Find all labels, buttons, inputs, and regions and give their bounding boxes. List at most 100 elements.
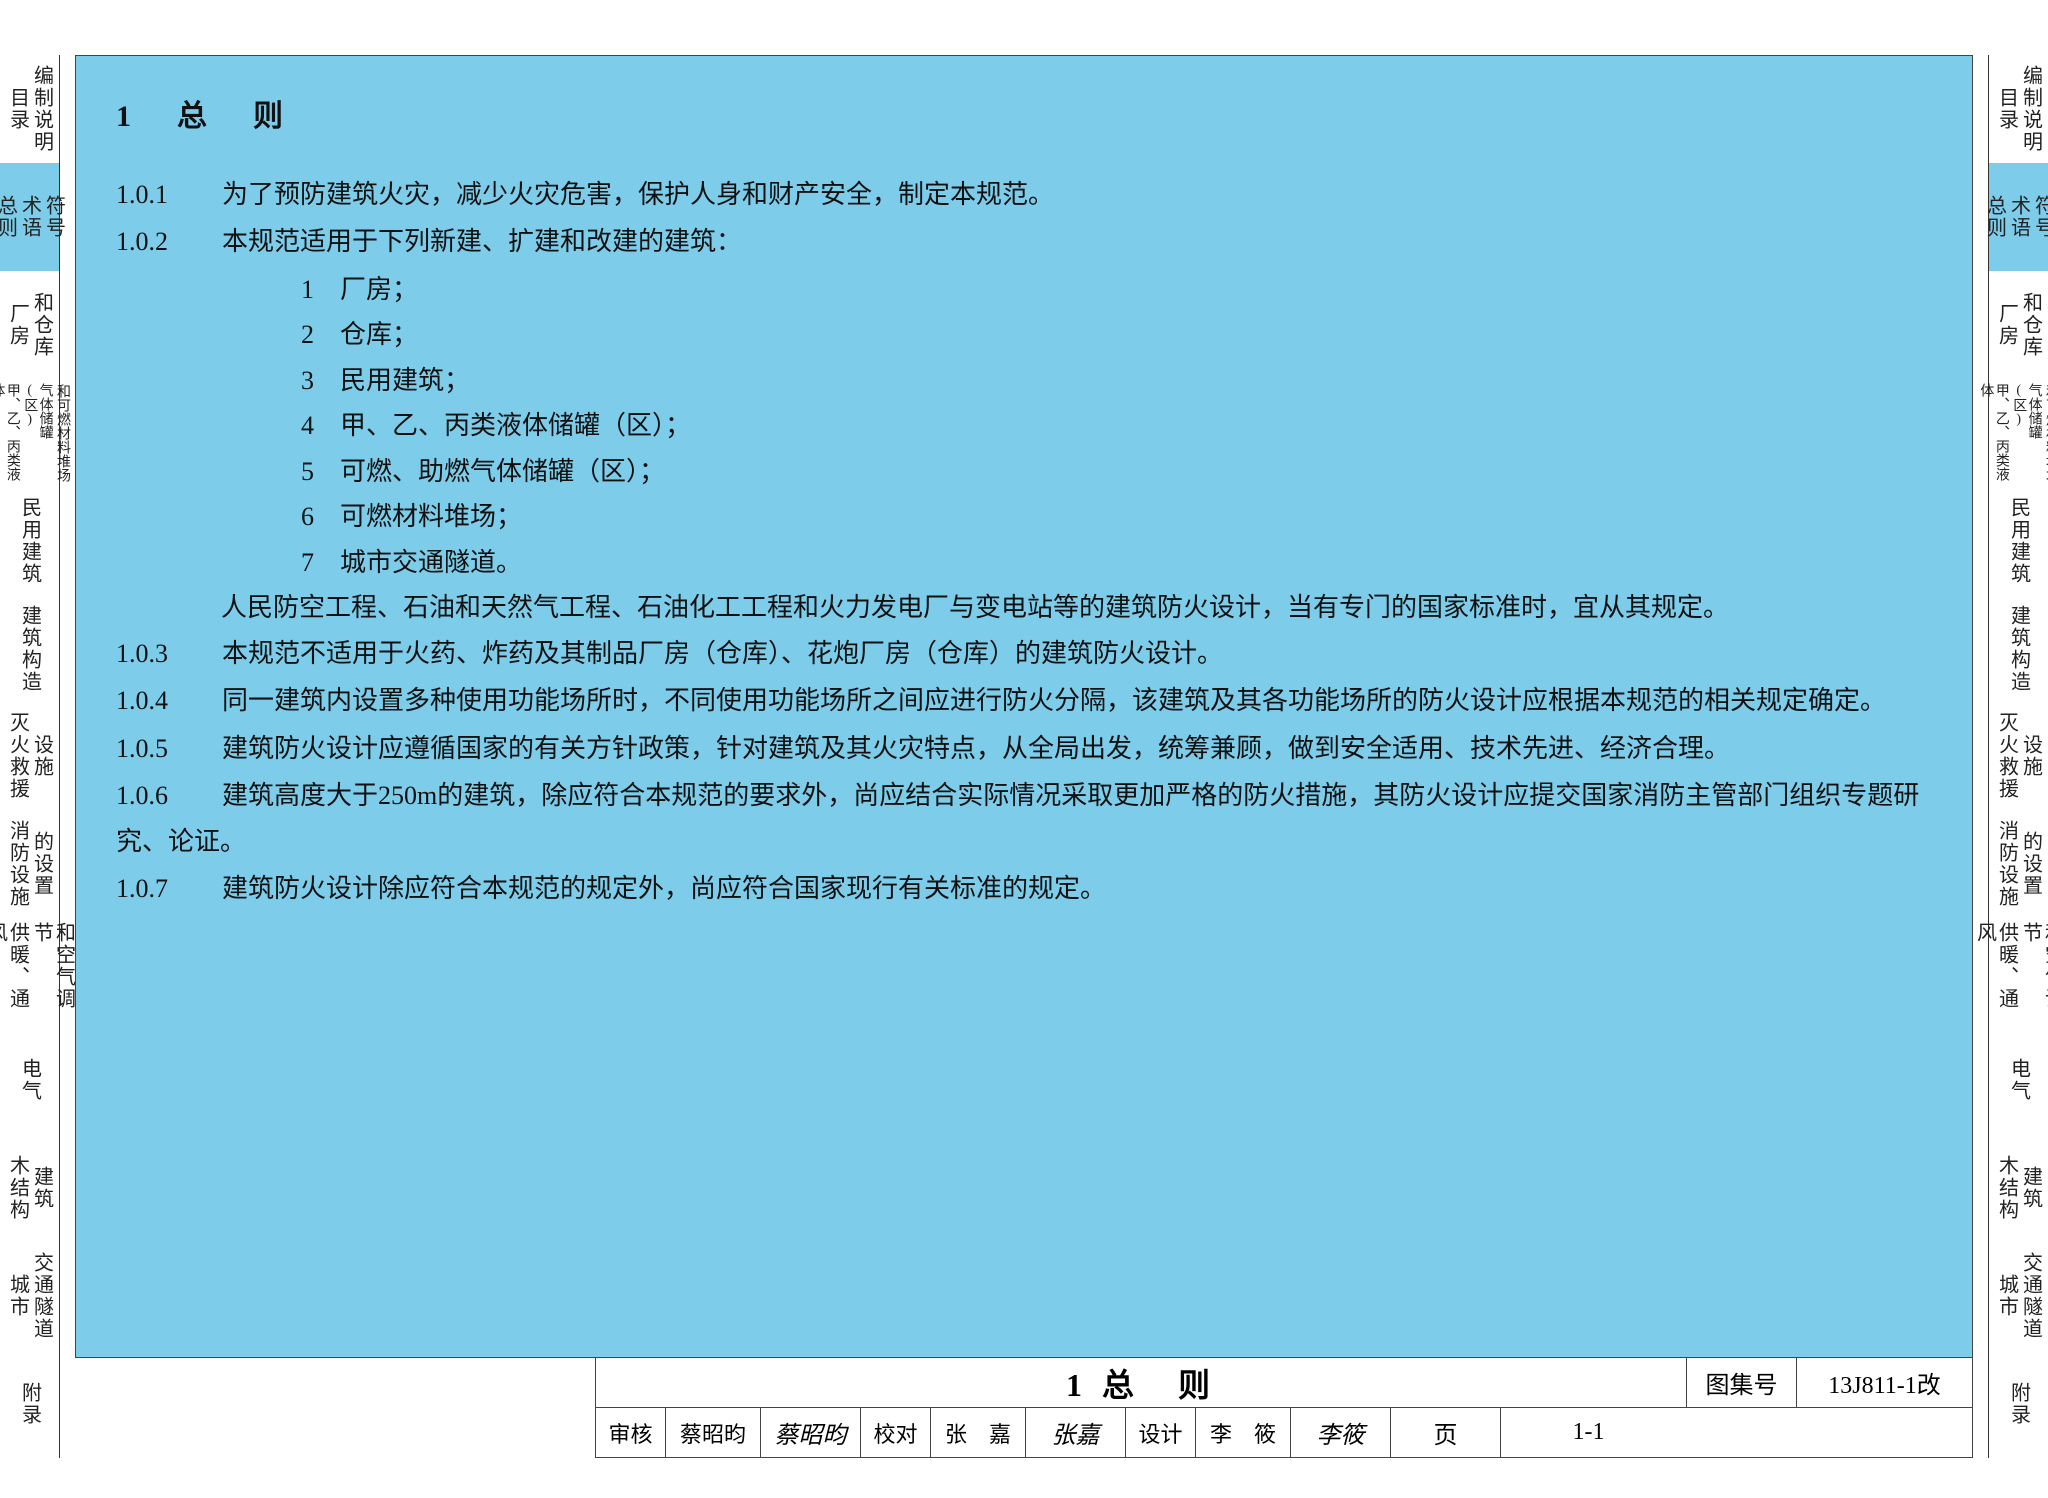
- section-heading: 1 总 则: [116, 91, 1932, 144]
- clause-number: 1.0.5: [116, 726, 196, 772]
- section-tab-0[interactable]: 目录编制说明: [1989, 55, 2048, 163]
- tab-label: 编制说明: [31, 65, 53, 153]
- tab-label: 交通隧道: [2020, 1252, 2042, 1340]
- clause: 1.0.1 为了预防建筑火灾，减少火灾危害，保护人身和财产安全，制定本规范。: [116, 172, 1932, 218]
- tab-label: 木结构: [1996, 1155, 2018, 1221]
- section-tab-1[interactable]: 总则术语符号: [0, 163, 59, 271]
- clause-number: 1.0.7: [116, 866, 196, 912]
- section-tab-12[interactable]: 附录: [0, 1350, 59, 1458]
- left-tab-strip: 目录编制说明总则术语符号厂房和仓库甲、乙、丙类液体气体储罐(区)和可燃材料堆场民…: [0, 55, 60, 1458]
- tab-label: 建筑构造: [2008, 605, 2030, 693]
- reviewer-signature: 蔡昭昀: [761, 1408, 861, 1457]
- section-tab-7[interactable]: 消防设施的设置: [0, 810, 59, 918]
- section-tab-11[interactable]: 城市交通隧道: [0, 1242, 59, 1350]
- clause: 1.0.6 建筑高度大于250m的建筑，除应符合本规范的要求外，尚应结合实际情况…: [116, 773, 1932, 864]
- tab-label: 目录: [1996, 87, 2018, 131]
- checker-signature: 张嘉: [1026, 1408, 1126, 1457]
- sublist-item: 5 可燃、助燃气体储罐（区）；: [116, 449, 1932, 495]
- clause: 1.0.5 建筑防火设计应遵循国家的有关方针政策，针对建筑及其火灾特点，从全局出…: [116, 726, 1932, 772]
- section-tab-7[interactable]: 消防设施的设置: [1989, 810, 2048, 918]
- section-tab-1[interactable]: 总则术语符号: [1989, 163, 2048, 271]
- tab-label: 和仓库: [31, 292, 53, 358]
- section-tab-6[interactable]: 灭火救援设施: [0, 703, 59, 811]
- tab-label: 附录: [19, 1382, 41, 1426]
- sublist-item: 7 城市交通隧道。: [116, 540, 1932, 586]
- clause: 1.0.3 本规范不适用于火药、炸药及其制品厂房（仓库）、花炮厂房（仓库）的建筑…: [116, 631, 1932, 677]
- section-tab-4[interactable]: 民用建筑: [0, 487, 59, 595]
- tab-label: 建筑: [2020, 1166, 2042, 1210]
- clause-number: 1.0.3: [116, 631, 196, 677]
- tab-label: 气体储罐(区): [2011, 383, 2042, 483]
- tab-label: 术语: [2008, 195, 2030, 239]
- section-tab-5[interactable]: 建筑构造: [0, 595, 59, 703]
- page-root: 目录编制说明总则术语符号厂房和仓库甲、乙、丙类液体气体储罐(区)和可燃材料堆场民…: [0, 0, 2048, 1498]
- section-tab-3[interactable]: 甲、乙、丙类液体气体储罐(区)和可燃材料堆场: [0, 379, 59, 487]
- page-label: 页: [1391, 1408, 1501, 1457]
- sublist-item: 6 可燃材料堆场；: [116, 494, 1932, 540]
- section-tab-8[interactable]: 供暖、通风和空气调节: [1989, 918, 2048, 1026]
- clause-number: 1.0.2: [116, 219, 196, 265]
- tab-label: 设施: [31, 734, 53, 778]
- review-label: 审核: [596, 1408, 666, 1457]
- tab-label: 甲、乙、丙类液体: [0, 383, 20, 483]
- clause: 1.0.7 建筑防火设计除应符合本规范的规定外，尚应符合国家现行有关标准的规定。: [116, 866, 1932, 912]
- section-tab-2[interactable]: 厂房和仓库: [0, 271, 59, 379]
- tab-label: 交通隧道: [31, 1252, 53, 1340]
- tab-label: 的设置: [31, 831, 53, 897]
- check-label: 校对: [861, 1408, 931, 1457]
- tab-label: 建筑构造: [19, 605, 41, 693]
- clause-text: 建筑防火设计除应符合本规范的规定外，尚应符合国家现行有关标准的规定。: [196, 874, 1106, 903]
- center-column: 1 总 则 1.0.1 为了预防建筑火灾，减少火灾危害，保护人身和财产安全，制定…: [60, 0, 1988, 1498]
- section-tab-10[interactable]: 木结构建筑: [1989, 1134, 2048, 1242]
- tab-label: 消防设施: [7, 820, 29, 908]
- section-tab-3[interactable]: 甲、乙、丙类液体气体储罐(区)和可燃材料堆场: [1989, 379, 2048, 487]
- tab-label: 总则: [0, 195, 17, 239]
- title-block: 1 总 则 图集号 13J811-1改 审核 蔡昭昀 蔡昭昀 校对 张 嘉 张嘉…: [595, 1358, 1973, 1458]
- tab-label: 和仓库: [2020, 292, 2042, 358]
- tab-label: 编制说明: [2020, 65, 2042, 153]
- tab-label: 设施: [2020, 734, 2042, 778]
- tab-label: 供暖、通风: [1974, 922, 2018, 1022]
- clause-text: 本规范适用于下列新建、扩建和改建的建筑：: [196, 227, 742, 256]
- sublist-item: 1 厂房；: [116, 267, 1932, 313]
- design-label: 设计: [1126, 1408, 1196, 1457]
- clause: 1.0.4 同一建筑内设置多种使用功能场所时，不同使用功能场所之间应进行防火分隔…: [116, 678, 1932, 724]
- designer-name: 李 筱: [1196, 1408, 1291, 1457]
- clause-text: 本规范不适用于火药、炸药及其制品厂房（仓库）、花炮厂房（仓库）的建筑防火设计。: [196, 639, 1223, 668]
- sublist-item: 2 仓库；: [116, 312, 1932, 358]
- tab-label: 术语: [19, 195, 41, 239]
- section-tab-12[interactable]: 附录: [1989, 1350, 2048, 1458]
- clause-note: 人民防空工程、石油和天然气工程、石油化工工程和火力发电厂与变电站等的建筑防火设计…: [116, 585, 1932, 631]
- section-tab-4[interactable]: 民用建筑: [1989, 487, 2048, 595]
- tab-label: 总则: [1984, 195, 2006, 239]
- section-tab-9[interactable]: 电气: [1989, 1026, 2048, 1134]
- reviewer-name: 蔡昭昀: [666, 1408, 761, 1457]
- clause-number: 1.0.1: [116, 172, 196, 218]
- tab-label: 灭火救援: [7, 712, 29, 800]
- tab-label: 城市: [7, 1274, 29, 1318]
- tab-label: 目录: [7, 87, 29, 131]
- tab-label: 建筑: [31, 1166, 53, 1210]
- section-tab-2[interactable]: 厂房和仓库: [1989, 271, 2048, 379]
- section-tab-6[interactable]: 灭火救援设施: [1989, 703, 2048, 811]
- section-tab-8[interactable]: 供暖、通风和空气调节: [0, 918, 59, 1026]
- page-value: 1-1: [1501, 1408, 1676, 1457]
- clause-text: 同一建筑内设置多种使用功能场所时，不同使用功能场所之间应进行防火分隔，该建筑及其…: [196, 686, 1886, 715]
- tab-label: 木结构: [7, 1155, 29, 1221]
- section-tab-11[interactable]: 城市交通隧道: [1989, 1242, 2048, 1350]
- drawing-title: 1 总 则: [596, 1358, 1687, 1407]
- clause: 1.0.2 本规范适用于下列新建、扩建和改建的建筑：: [116, 219, 1932, 265]
- section-tab-0[interactable]: 目录编制说明: [0, 55, 59, 163]
- tab-label: 电气: [19, 1058, 41, 1102]
- set-number-label: 图集号: [1687, 1358, 1797, 1407]
- tab-label: 符号: [2032, 195, 2048, 239]
- tab-label: 民用建筑: [19, 497, 41, 585]
- right-tab-strip: 目录编制说明总则术语符号厂房和仓库甲、乙、丙类液体气体储罐(区)和可燃材料堆场民…: [1988, 55, 2048, 1458]
- tab-label: 城市: [1996, 1274, 2018, 1318]
- section-tab-9[interactable]: 电气: [0, 1026, 59, 1134]
- set-number-value: 13J811-1改: [1797, 1358, 1972, 1407]
- section-tab-10[interactable]: 木结构建筑: [0, 1134, 59, 1242]
- tab-label: 甲、乙、丙类液体: [1978, 383, 2009, 483]
- section-tab-5[interactable]: 建筑构造: [1989, 595, 2048, 703]
- clause-text: 为了预防建筑火灾，减少火灾危害，保护人身和财产安全，制定本规范。: [196, 180, 1054, 209]
